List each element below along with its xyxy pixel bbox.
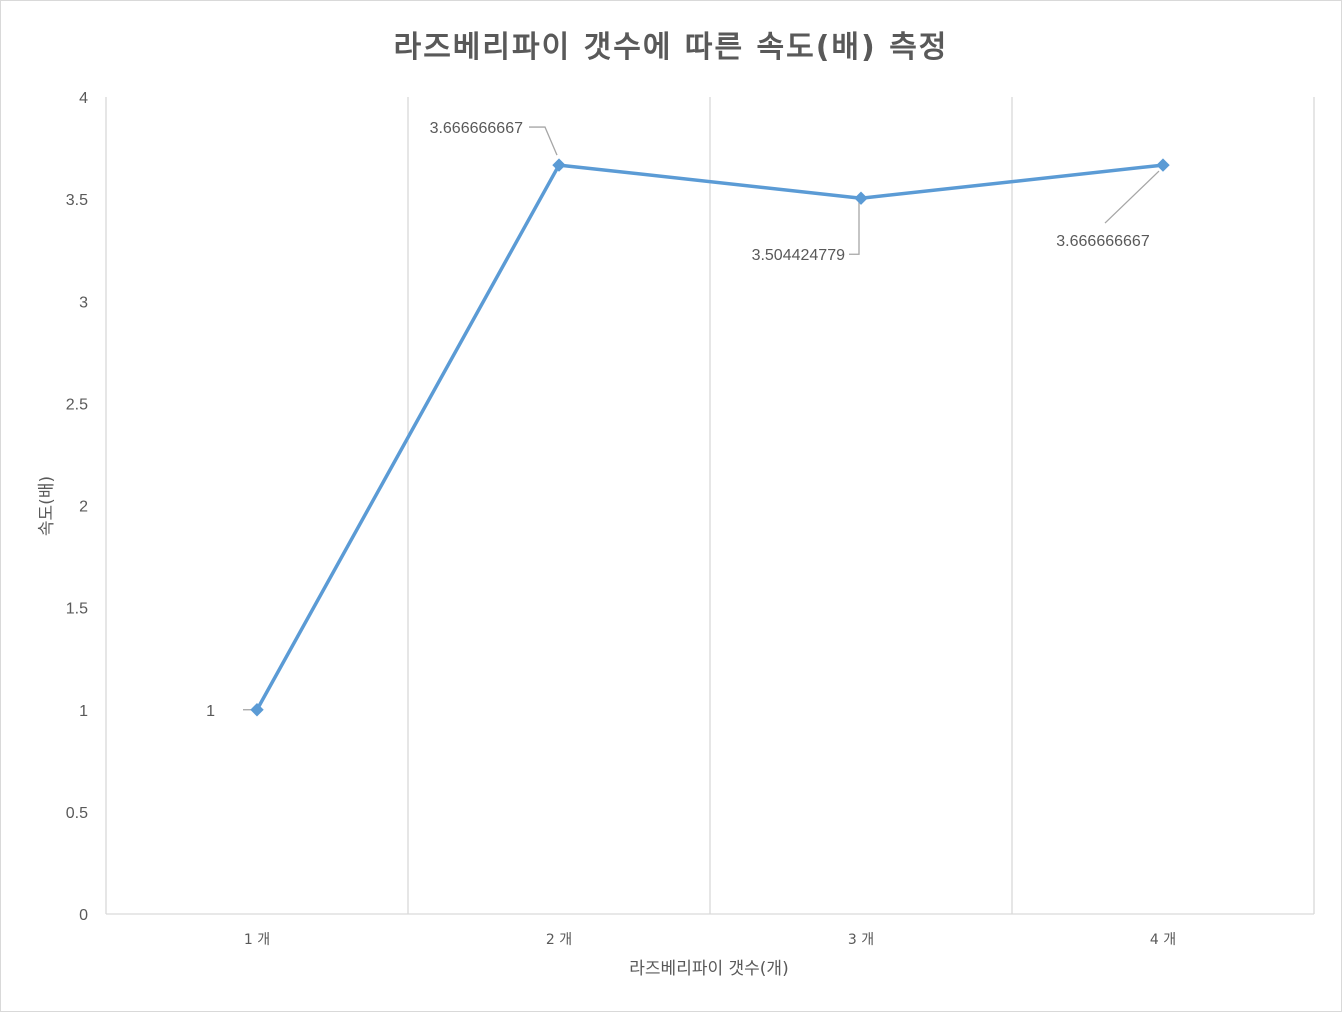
y-tick-label: 2.5 xyxy=(66,396,88,413)
data-label: 3.666666667 xyxy=(1056,233,1150,250)
data-label-leader-line xyxy=(529,126,558,156)
data-label-leader-line xyxy=(1104,170,1160,224)
data-label: 3.666666667 xyxy=(430,120,524,137)
y-tick-label: 2 xyxy=(79,499,88,516)
x-tick-label: 4 개 xyxy=(1150,932,1176,948)
y-axis-title: 속도(배) xyxy=(37,476,57,536)
y-tick-label: 0 xyxy=(79,907,88,924)
y-tick-label: 0.5 xyxy=(66,805,88,822)
x-axis-title: 라즈베리파이 갯수(개) xyxy=(629,959,788,979)
data-label: 1 xyxy=(206,703,215,720)
data-point-marker[interactable] xyxy=(854,191,868,205)
series-line xyxy=(255,163,1164,711)
y-tick-label: 1.5 xyxy=(66,601,88,618)
data-point-marker[interactable] xyxy=(1156,158,1170,172)
y-tick-label: 4 xyxy=(79,90,88,107)
y-tick-label: 3.5 xyxy=(66,192,88,209)
x-tick-label: 3 개 xyxy=(848,932,874,948)
data-label-leader-line xyxy=(849,200,860,255)
data-point-marker[interactable] xyxy=(552,158,566,172)
x-tick-label: 1 개 xyxy=(244,932,270,948)
chart-title: 라즈베리파이 갯수에 따른 속도(배) 측정 xyxy=(393,30,949,65)
data-point-marker[interactable] xyxy=(250,703,264,717)
x-tick-label: 2 개 xyxy=(546,932,572,948)
data-label: 3.504424779 xyxy=(752,247,846,264)
y-tick-label: 1 xyxy=(79,703,88,720)
y-tick-label: 3 xyxy=(79,294,88,311)
